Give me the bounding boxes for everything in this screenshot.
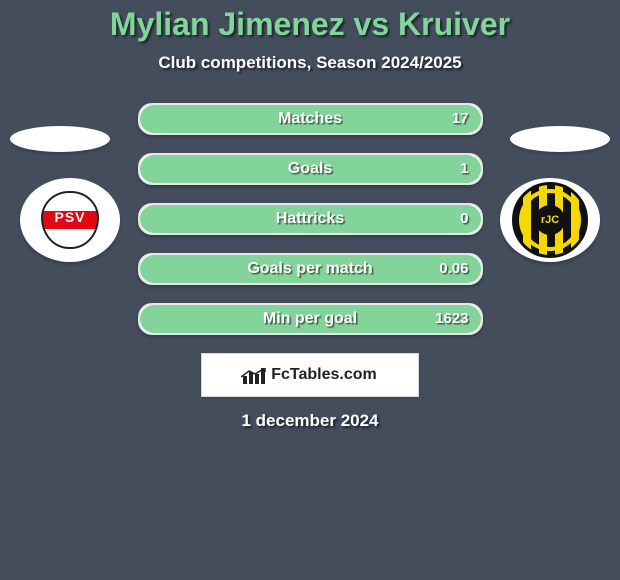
bar-fill xyxy=(140,205,481,233)
bar-row: Goals per match 0.06 xyxy=(138,253,483,285)
branding-suffix: Tables.com xyxy=(290,366,377,383)
bar-fill xyxy=(140,255,481,283)
date-label: 1 december 2024 xyxy=(0,411,620,431)
branding-text: FcTables.com xyxy=(271,366,377,384)
bar-row: Min per goal 1623 xyxy=(138,303,483,335)
bar-fill xyxy=(140,105,481,133)
branding-prefix: Fc xyxy=(271,366,290,383)
bar-chart-icon xyxy=(243,366,265,384)
comparison-card: Mylian Jimenez vs Kruiver Club competiti… xyxy=(0,0,620,580)
bar-list: Matches 17 Goals 1 Hattricks 0 Goals per… xyxy=(138,103,483,335)
bar-row: Matches 17 xyxy=(138,103,483,135)
subtitle: Club competitions, Season 2024/2025 xyxy=(0,53,620,73)
bar-row: Hattricks 0 xyxy=(138,203,483,235)
page-title: Mylian Jimenez vs Kruiver xyxy=(0,0,620,43)
bar-fill xyxy=(140,305,481,333)
bar-row: Goals 1 xyxy=(138,153,483,185)
bar-fill xyxy=(140,155,481,183)
branding-card: FcTables.com xyxy=(201,353,419,397)
comparison-chart: Matches 17 Goals 1 Hattricks 0 Goals per… xyxy=(0,103,620,431)
